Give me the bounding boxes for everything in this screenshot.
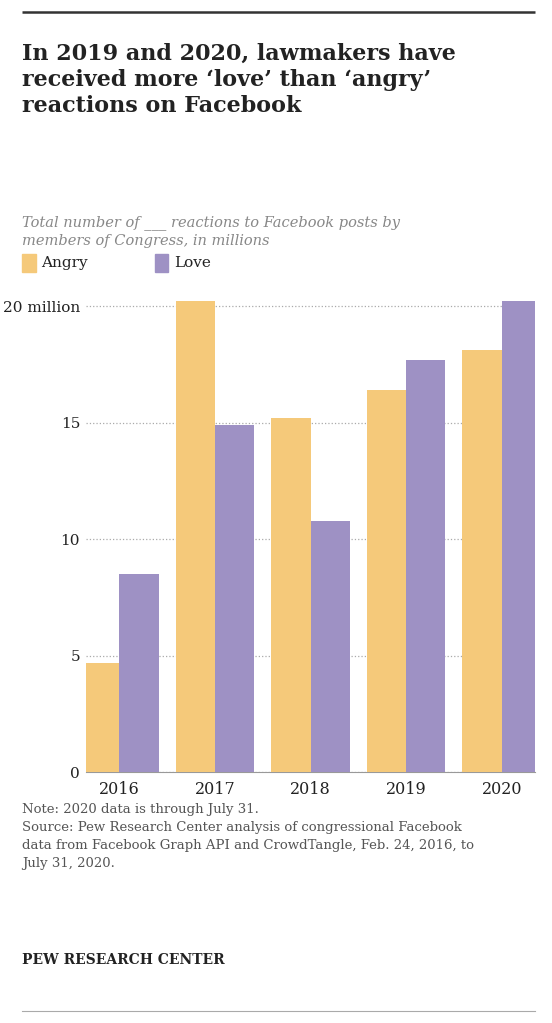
Bar: [406, 360, 445, 772]
Text: PEW RESEARCH CENTER: PEW RESEARCH CENTER: [22, 953, 225, 968]
Bar: [463, 350, 502, 772]
Bar: [119, 574, 158, 772]
Bar: [215, 425, 254, 772]
Bar: [502, 302, 541, 772]
Text: Note: 2020 data is through July 31.
Source: Pew Research Center analysis of cong: Note: 2020 data is through July 31. Sour…: [22, 803, 474, 870]
Text: In 2019 and 2020, lawmakers have
received more ‘love’ than ‘angry’
reactions on : In 2019 and 2020, lawmakers have receive…: [22, 43, 456, 118]
Bar: [176, 302, 215, 772]
Text: Love: Love: [174, 256, 211, 270]
Bar: [80, 663, 119, 772]
Bar: [271, 418, 310, 772]
Bar: [310, 521, 350, 772]
Bar: [367, 390, 406, 772]
Text: Total number of ___ reactions to Facebook posts by
members of Congress, in milli: Total number of ___ reactions to Faceboo…: [22, 215, 400, 249]
Text: Angry: Angry: [41, 256, 88, 270]
